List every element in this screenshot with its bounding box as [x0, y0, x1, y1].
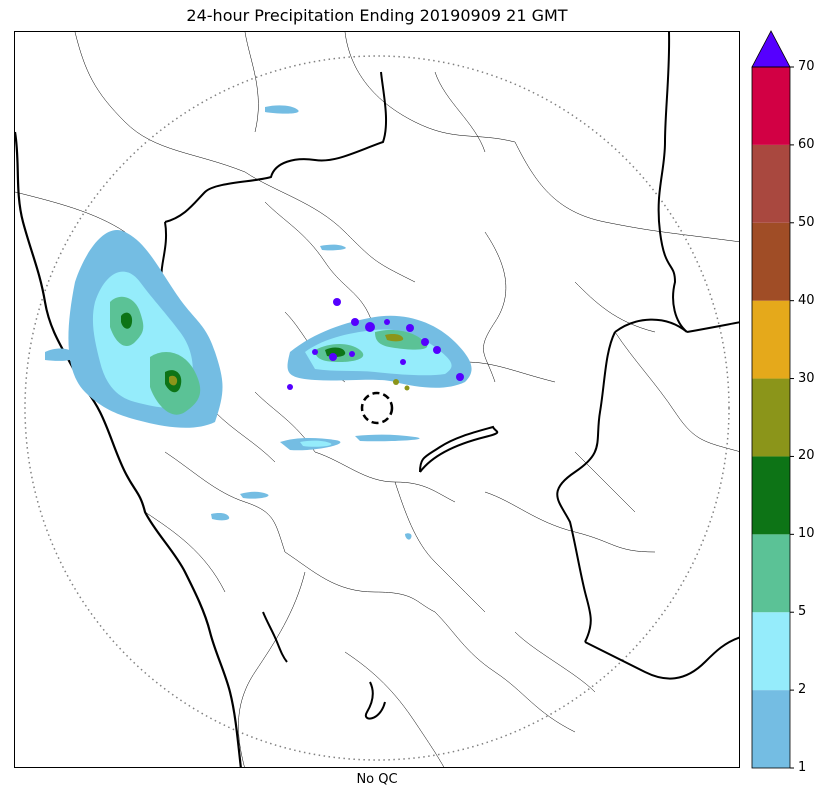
- colorbar-segment: [752, 456, 790, 535]
- precip-field: [45, 105, 472, 540]
- colorbar-outline: [751, 66, 791, 769]
- radar-site-marker: [360, 391, 394, 425]
- colorbar-segment: [752, 378, 790, 457]
- colorbar-tick-label: 2: [798, 682, 807, 698]
- colorbar-segment: [752, 690, 790, 768]
- colorbar: [751, 30, 794, 769]
- colorbar-segment: [752, 144, 790, 223]
- colorbar-tick-label: 50: [798, 214, 815, 230]
- map-panel: [14, 31, 740, 768]
- colorbar-tick-label: 40: [798, 292, 815, 308]
- chart-title: 24-hour Precipitation Ending 20190909 21…: [186, 6, 568, 25]
- colorbar-svg: [751, 30, 794, 769]
- colorbar-extend-arrow: [751, 30, 791, 68]
- colorbar-tick-label: 5: [798, 604, 807, 620]
- colorbar-segment: [752, 300, 790, 379]
- colorbar-tick-label: 30: [798, 370, 815, 386]
- colorbar-tick-label: 1: [798, 760, 807, 775]
- colorbar-tick-label: 20: [798, 448, 815, 464]
- colorbar-segment: [752, 612, 790, 691]
- colorbar-tick-label: 70: [798, 59, 815, 74]
- map-svg: [15, 32, 739, 767]
- colorbar-tick-label: 60: [798, 136, 815, 152]
- colorbar-segment: [752, 67, 790, 145]
- range-ring: [24, 55, 730, 761]
- x-axis-label: No QC: [356, 772, 398, 787]
- colorbar-tick-label: 10: [798, 526, 815, 542]
- district-borders: [15, 32, 739, 767]
- coastline: [15, 131, 242, 767]
- colorbar-segment: [752, 534, 790, 613]
- colorbar-segment: [752, 222, 790, 301]
